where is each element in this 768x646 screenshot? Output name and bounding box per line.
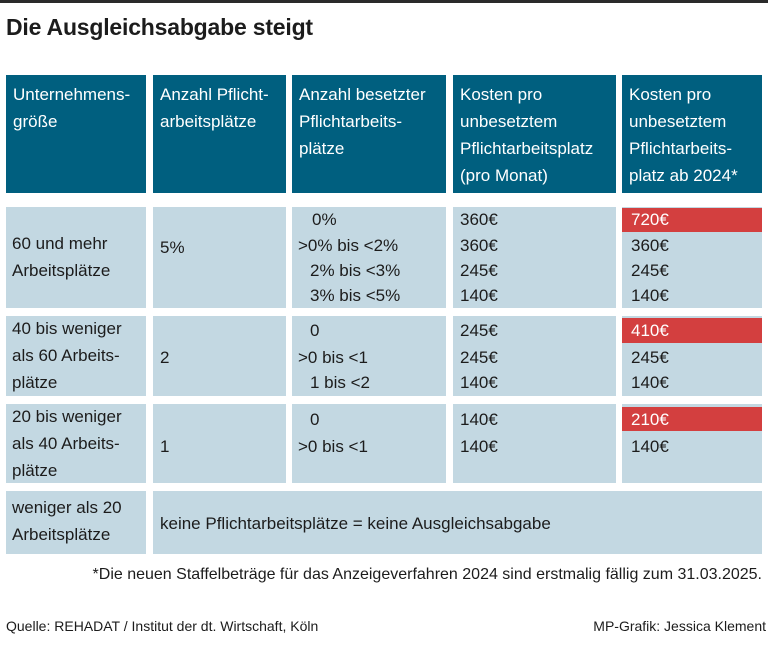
group-size-label: 40 bis weniger — [12, 319, 122, 338]
footnote: *Die neuen Staffelbeträge für das Anzeig… — [92, 566, 762, 583]
row-besetzt: 1 bis <2 — [310, 373, 371, 392]
group-size-label: 60 und mehr — [12, 234, 108, 253]
group-40-cost-cell — [453, 316, 616, 396]
group-size-label: als 40 Arbeits- — [12, 434, 120, 453]
group-40-size-cell — [6, 316, 146, 396]
group-40-besetzt-cell — [292, 316, 446, 396]
group-pflicht-value: 2 — [160, 348, 170, 367]
row-cost2024: 245€ — [631, 348, 669, 367]
group-20-cost-cell — [453, 404, 616, 483]
group-size-label: 20 bis weniger — [12, 407, 122, 426]
group-60-pflicht-cell — [153, 207, 286, 308]
graphic-credit: MP-Grafik: Jessica Klement — [593, 618, 766, 634]
header-line: größe — [13, 112, 58, 131]
highlight-cost2024 — [622, 208, 762, 232]
header-line: Unternehmens- — [13, 85, 131, 104]
header-required-positions: Anzahl Pflicht- arbeitsplätze — [153, 75, 286, 193]
row-cost: 245€ — [460, 261, 498, 280]
header-filled-positions: Anzahl besetzter Pflichtarbeits- plätze — [292, 75, 446, 193]
header-line: Kosten pro — [629, 85, 712, 104]
header-line: unbesetztem — [629, 112, 727, 131]
row-besetzt: 3% bis <5% — [310, 286, 401, 305]
group-60-cost-cell — [453, 207, 616, 308]
header-line: (pro Monat) — [460, 166, 548, 185]
group-40-pflicht-cell — [153, 316, 286, 396]
row-besetzt: >0% bis <2% — [298, 236, 399, 255]
row-cost: 140€ — [460, 373, 498, 392]
header-line: plätze — [299, 139, 345, 158]
small-company-size-cell — [6, 491, 146, 554]
group-20-size-cell — [6, 404, 146, 483]
row-cost: 140€ — [460, 286, 498, 305]
row-cost2024: 720€ — [631, 210, 669, 229]
row-cost: 245€ — [460, 321, 498, 340]
group-size-label: plätze — [12, 461, 58, 480]
group-20-pflicht-cell — [153, 404, 286, 483]
row-cost: 245€ — [460, 348, 498, 367]
row-cost: 140€ — [460, 437, 498, 456]
highlight-cost2024 — [622, 318, 762, 343]
row-besetzt: >0 bis <1 — [298, 348, 368, 367]
header-line: unbesetztem — [460, 112, 558, 131]
row-cost2024: 140€ — [631, 437, 669, 456]
group-60-besetzt-cell — [292, 207, 446, 308]
small-company-note-cell — [153, 491, 762, 554]
row-besetzt: 0 — [310, 410, 320, 429]
group-pflicht-value: 1 — [160, 437, 170, 456]
header-line: platz ab 2024* — [629, 166, 738, 185]
header-line: Pflichtarbeits- — [629, 139, 732, 158]
row-besetzt: 0% — [312, 210, 337, 229]
row-cost: 140€ — [460, 410, 498, 429]
top-rule — [0, 0, 768, 3]
row-besetzt: >0 bis <1 — [298, 437, 368, 456]
header-line: Anzahl besetzter — [299, 85, 426, 104]
row-cost2024: 140€ — [631, 373, 669, 392]
header-line: Kosten pro — [460, 85, 543, 104]
group-size-label: weniger als 20 — [12, 498, 122, 517]
header-line: Pflichtarbeitsplatz — [460, 139, 594, 158]
group-20-besetzt-cell — [292, 404, 446, 483]
row-cost2024: 360€ — [631, 236, 669, 255]
header-company-size: Unternehmens- größe — [6, 75, 146, 193]
row-cost2024: 210€ — [631, 410, 669, 429]
header-cost-per-month: Kosten pro unbesetztem Pflichtarbeitspla… — [453, 75, 616, 193]
row-cost2024: 410€ — [631, 321, 669, 340]
source-credit: Quelle: REHADAT / Institut der dt. Wirts… — [6, 618, 319, 634]
row-besetzt: 0 — [310, 321, 320, 340]
header-cost-2024: Kosten pro unbesetztem Pflichtarbeits- p… — [622, 75, 762, 193]
group-size-label: Arbeitsplätze — [12, 525, 111, 544]
group-size-label: Arbeitsplätze — [12, 261, 111, 280]
group-60-size-cell — [6, 207, 146, 308]
row-cost2024: 140€ — [631, 286, 669, 305]
small-company-note: keine Pflichtarbeitsplätze = keine Ausgl… — [160, 514, 551, 533]
row-cost2024: 245€ — [631, 261, 669, 280]
page-title: Die Ausgleichsabgabe steigt — [6, 14, 313, 40]
group-pflicht-value: 5% — [160, 238, 185, 257]
highlight-cost2024 — [622, 407, 762, 431]
row-besetzt: 2% bis <3% — [310, 261, 401, 280]
group-size-label: als 60 Arbeits- — [12, 346, 120, 365]
header-line: Pflichtarbeits- — [299, 112, 402, 131]
group-size-label: plätze — [12, 373, 58, 392]
row-cost: 360€ — [460, 236, 498, 255]
header-line: arbeitsplätze — [160, 112, 257, 131]
header-line: Anzahl Pflicht- — [160, 85, 269, 104]
row-cost: 360€ — [460, 210, 498, 229]
